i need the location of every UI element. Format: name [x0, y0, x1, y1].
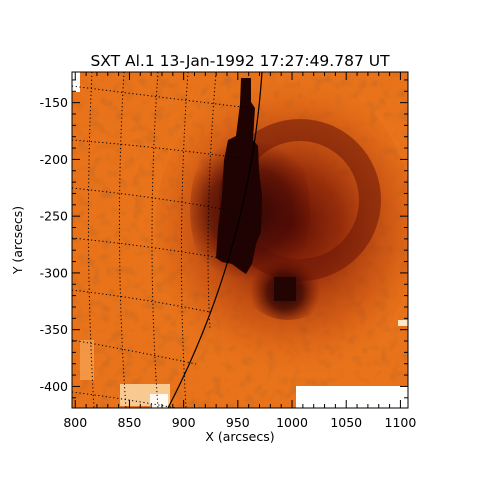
x-tick-label: 900 [172, 415, 196, 430]
y-tick-label: -250 [40, 209, 68, 224]
y-axis: -150 -200 -250 -300 -350 -400 [40, 79, 408, 399]
x-tick-label: 950 [226, 415, 250, 430]
x-tick-label: 850 [118, 415, 142, 430]
latitude-line [72, 85, 251, 109]
y-tick-label: -200 [40, 152, 68, 167]
saturated-knot [274, 277, 296, 301]
y-tick-label: -300 [40, 265, 68, 280]
sxt-image [72, 72, 408, 408]
latitude-line [72, 139, 241, 159]
latitude-line [72, 339, 197, 365]
y-tick-label: -400 [40, 379, 68, 394]
y-tick-label: -150 [40, 95, 68, 110]
missing-data-strip [296, 386, 408, 408]
heliographic-grid [72, 72, 251, 408]
x-tick-label: 800 [63, 415, 87, 430]
latitude-line [72, 391, 177, 408]
solar-limb [167, 72, 263, 408]
plot-frame [71, 71, 409, 409]
missing-data-corner [72, 72, 80, 92]
longitude-line [151, 72, 159, 408]
plot-title: SXT Al.1 13-Jan-1992 17:27:49.787 UT [90, 52, 390, 70]
noise-patch [398, 320, 408, 326]
latitude-line [72, 237, 221, 259]
saturated-column [216, 78, 262, 274]
x-tick-label: 1100 [385, 415, 417, 430]
longitude-line [180, 72, 189, 408]
latitude-line [72, 289, 211, 313]
x-axis: 800 850 900 950 1000 1050 1100 [63, 72, 416, 430]
y-axis-label: Y (arcsecs) [10, 206, 25, 275]
x-axis-label: X (arcsecs) [205, 429, 274, 444]
longitude-line [118, 72, 127, 408]
x-tick-label: 1000 [276, 415, 308, 430]
x-tick-label: 1050 [330, 415, 362, 430]
noise-patch [150, 394, 168, 408]
noise-patch [80, 340, 94, 380]
y-tick-label: -350 [40, 322, 68, 337]
